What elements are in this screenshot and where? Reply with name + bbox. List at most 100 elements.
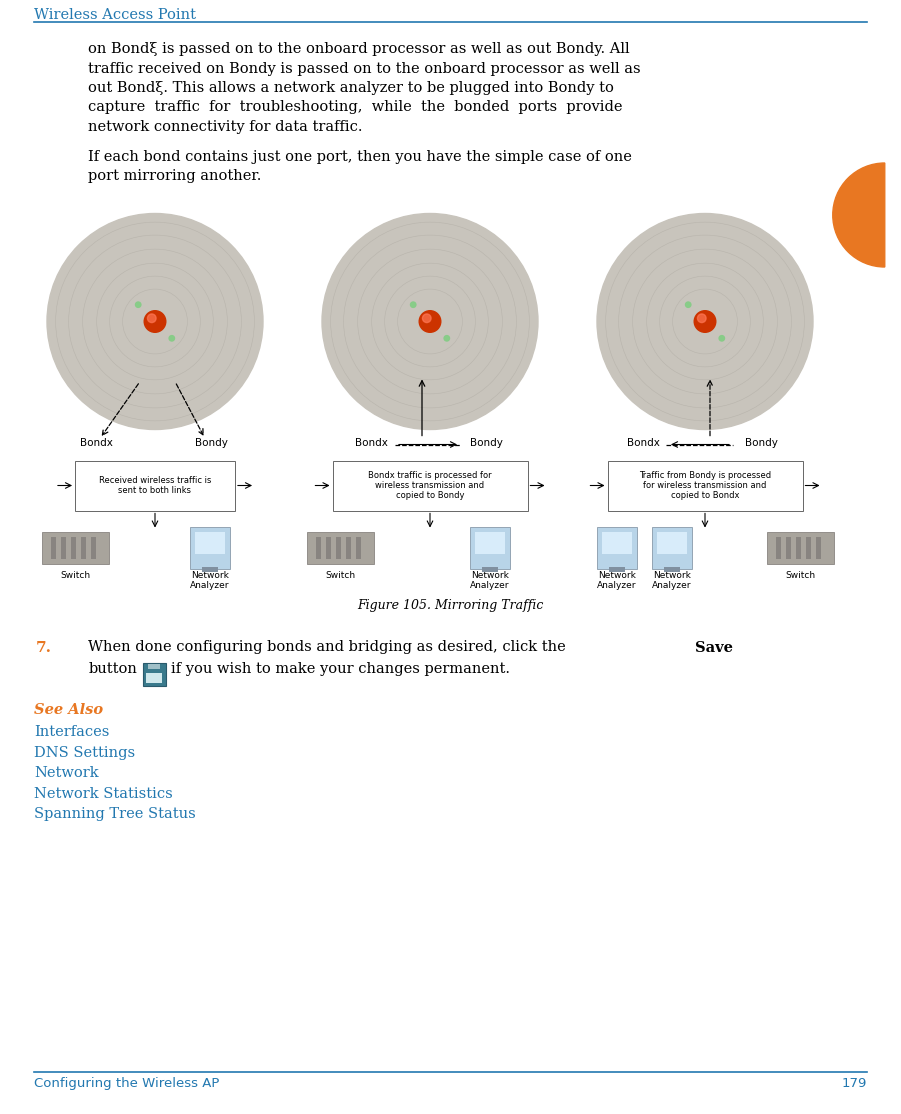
Circle shape bbox=[87, 254, 223, 390]
FancyBboxPatch shape bbox=[190, 527, 230, 568]
Circle shape bbox=[402, 293, 458, 350]
FancyBboxPatch shape bbox=[306, 531, 374, 564]
Bar bbox=[475, 531, 505, 554]
Bar bbox=[70, 537, 76, 558]
Circle shape bbox=[327, 218, 532, 424]
Text: port mirroring another.: port mirroring another. bbox=[88, 169, 261, 183]
Text: DNS Settings: DNS Settings bbox=[34, 745, 135, 760]
Text: on Bondξ is passed on to the onboard processor as well as out Bondy. All: on Bondξ is passed on to the onboard pro… bbox=[88, 42, 630, 56]
Circle shape bbox=[719, 335, 724, 341]
Text: Network
Analyzer: Network Analyzer bbox=[597, 570, 637, 590]
Circle shape bbox=[52, 218, 258, 424]
Bar bbox=[315, 537, 321, 558]
Bar bbox=[202, 567, 218, 571]
Bar bbox=[335, 537, 341, 558]
Circle shape bbox=[647, 263, 763, 380]
Circle shape bbox=[677, 293, 733, 350]
Circle shape bbox=[383, 274, 478, 369]
Text: Bondx: Bondx bbox=[355, 439, 387, 449]
Text: 7.: 7. bbox=[36, 641, 52, 655]
Text: Network
Analyzer: Network Analyzer bbox=[652, 570, 692, 590]
Bar bbox=[356, 537, 360, 558]
Text: capture  traffic  for  troubleshooting,  while  the  bonded  ports  provide: capture traffic for troubleshooting, whi… bbox=[88, 100, 623, 115]
Circle shape bbox=[411, 302, 416, 307]
Text: network connectivity for data traffic.: network connectivity for data traffic. bbox=[88, 120, 363, 134]
Circle shape bbox=[694, 311, 715, 332]
Circle shape bbox=[627, 244, 783, 399]
Bar bbox=[195, 531, 225, 554]
Circle shape bbox=[619, 235, 791, 408]
Bar bbox=[90, 537, 96, 558]
Text: Figure 105. Mirroring Traffic: Figure 105. Mirroring Traffic bbox=[358, 598, 543, 612]
Circle shape bbox=[343, 235, 516, 408]
Circle shape bbox=[392, 284, 468, 360]
Circle shape bbox=[47, 214, 263, 430]
Text: Wireless Access Point: Wireless Access Point bbox=[34, 8, 196, 22]
Text: See Also: See Also bbox=[34, 704, 104, 717]
Circle shape bbox=[169, 335, 175, 341]
Text: traffic received on Bondy is passed on to the onboard processor as well as: traffic received on Bondy is passed on t… bbox=[88, 61, 641, 76]
FancyBboxPatch shape bbox=[597, 527, 637, 568]
Text: Spanning Tree Status: Spanning Tree Status bbox=[34, 807, 196, 821]
Text: Traffic from Bondy is processed
for wireless transmission and
copied to Bondx: Traffic from Bondy is processed for wire… bbox=[639, 470, 771, 500]
Circle shape bbox=[144, 311, 166, 332]
Circle shape bbox=[423, 314, 431, 323]
Bar bbox=[482, 567, 498, 571]
Text: 179: 179 bbox=[842, 1077, 867, 1089]
Bar bbox=[325, 537, 331, 558]
Text: Bondx: Bondx bbox=[627, 439, 660, 449]
Circle shape bbox=[668, 284, 742, 360]
Circle shape bbox=[658, 274, 752, 369]
Bar bbox=[80, 537, 86, 558]
Wedge shape bbox=[833, 163, 885, 267]
Circle shape bbox=[372, 263, 488, 380]
Text: Save: Save bbox=[696, 641, 733, 655]
Bar bbox=[657, 531, 687, 554]
Bar bbox=[607, 460, 803, 510]
Circle shape bbox=[127, 293, 183, 350]
Bar bbox=[776, 537, 780, 558]
Circle shape bbox=[411, 302, 450, 341]
FancyBboxPatch shape bbox=[41, 531, 108, 564]
Bar bbox=[815, 537, 821, 558]
Bar bbox=[146, 673, 162, 683]
Bar bbox=[602, 531, 632, 554]
Circle shape bbox=[335, 226, 525, 417]
Circle shape bbox=[148, 314, 156, 323]
Circle shape bbox=[96, 263, 214, 380]
Text: if you wish to make your changes permanent.: if you wish to make your changes permane… bbox=[171, 662, 510, 676]
Circle shape bbox=[603, 218, 807, 424]
Bar bbox=[805, 537, 811, 558]
Circle shape bbox=[135, 302, 175, 341]
Bar bbox=[60, 537, 66, 558]
Circle shape bbox=[60, 226, 250, 417]
Circle shape bbox=[597, 214, 813, 430]
Circle shape bbox=[686, 302, 691, 307]
Bar bbox=[664, 567, 680, 571]
Circle shape bbox=[117, 284, 193, 360]
FancyBboxPatch shape bbox=[767, 531, 833, 564]
Text: When done configuring bonds and bridging as desired, click the: When done configuring bonds and bridging… bbox=[88, 641, 570, 655]
Text: Bondy: Bondy bbox=[745, 439, 778, 449]
Text: Interfaces: Interfaces bbox=[34, 725, 110, 739]
Text: Switch: Switch bbox=[60, 570, 90, 579]
Circle shape bbox=[362, 254, 498, 390]
Bar bbox=[786, 537, 790, 558]
Text: Bondy: Bondy bbox=[470, 439, 503, 449]
Circle shape bbox=[610, 226, 800, 417]
Text: Network
Analyzer: Network Analyzer bbox=[470, 570, 510, 590]
Circle shape bbox=[352, 244, 508, 399]
Text: Bondy: Bondy bbox=[195, 439, 228, 449]
Circle shape bbox=[637, 254, 773, 390]
Circle shape bbox=[77, 244, 232, 399]
Bar bbox=[50, 537, 56, 558]
Circle shape bbox=[68, 235, 241, 408]
Text: Network Statistics: Network Statistics bbox=[34, 786, 173, 801]
Text: Network: Network bbox=[34, 766, 99, 780]
Bar bbox=[75, 460, 235, 510]
Text: Bondx: Bondx bbox=[80, 439, 113, 449]
Circle shape bbox=[419, 311, 441, 332]
Bar bbox=[149, 664, 160, 670]
Circle shape bbox=[444, 335, 450, 341]
Text: button: button bbox=[88, 662, 137, 676]
